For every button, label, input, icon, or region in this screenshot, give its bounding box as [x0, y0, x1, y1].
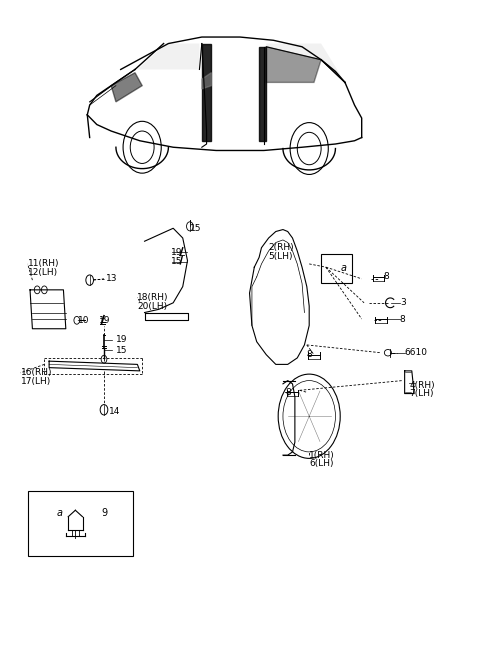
Text: 18(RH): 18(RH) — [137, 293, 169, 302]
Text: 16(RH): 16(RH) — [21, 368, 52, 378]
Text: 19: 19 — [171, 248, 182, 256]
Polygon shape — [202, 73, 211, 89]
Text: 6(LH): 6(LH) — [309, 459, 334, 468]
Text: a: a — [340, 264, 346, 273]
Text: 11(RH): 11(RH) — [28, 259, 59, 268]
Polygon shape — [266, 47, 321, 83]
Bar — [28, 491, 132, 555]
Text: 1(RH): 1(RH) — [309, 450, 335, 460]
Text: 14: 14 — [109, 407, 120, 415]
Text: 2(RH): 2(RH) — [269, 243, 294, 252]
Circle shape — [74, 316, 80, 324]
Text: 19: 19 — [99, 316, 111, 325]
Text: 8: 8 — [285, 388, 291, 396]
Polygon shape — [266, 44, 345, 83]
Text: 8: 8 — [383, 272, 389, 281]
Text: a: a — [56, 508, 62, 518]
Polygon shape — [259, 47, 266, 141]
Text: 4(RH): 4(RH) — [409, 381, 435, 390]
Text: 15: 15 — [171, 258, 182, 266]
Text: 13: 13 — [107, 274, 118, 283]
Text: 5(LH): 5(LH) — [269, 252, 293, 260]
Text: 19: 19 — [116, 335, 127, 344]
Polygon shape — [202, 44, 211, 141]
Bar — [321, 254, 352, 283]
Text: 12(LH): 12(LH) — [28, 268, 58, 277]
Text: 8: 8 — [400, 314, 406, 324]
Text: 15: 15 — [190, 224, 202, 233]
Text: 17(LH): 17(LH) — [21, 377, 51, 386]
Text: 15: 15 — [116, 346, 127, 355]
Text: 8: 8 — [307, 350, 312, 359]
Text: 9: 9 — [102, 508, 108, 518]
Text: 6610: 6610 — [405, 348, 428, 357]
Text: 10: 10 — [78, 316, 89, 325]
Text: 3: 3 — [400, 298, 406, 307]
Polygon shape — [135, 44, 199, 70]
Polygon shape — [111, 73, 142, 102]
Text: 7(LH): 7(LH) — [409, 389, 434, 398]
Text: 20(LH): 20(LH) — [137, 301, 168, 311]
